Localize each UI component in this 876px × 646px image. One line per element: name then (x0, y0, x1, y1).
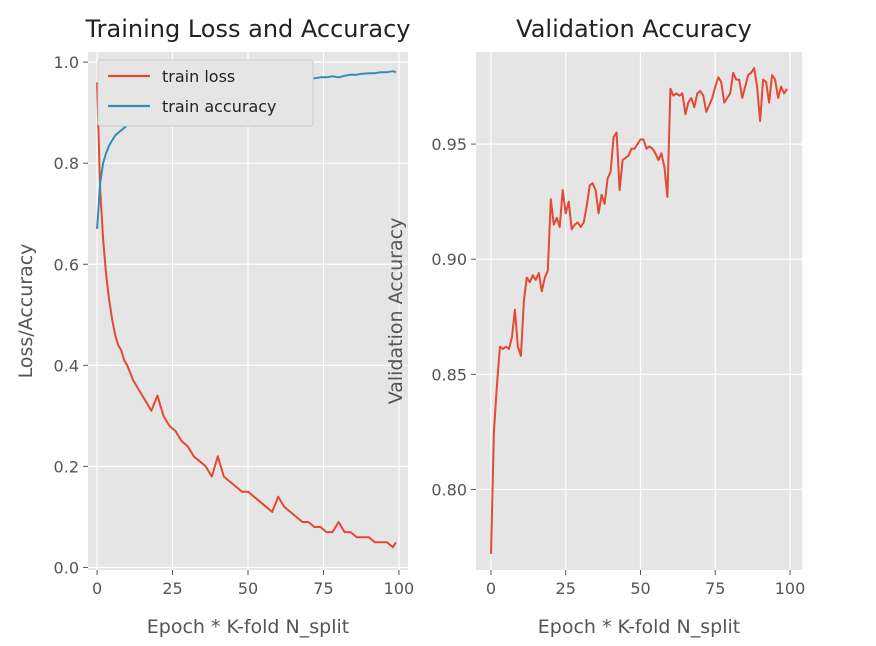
chart-title: Validation Accuracy (516, 15, 752, 43)
x-axis-label: Epoch * K-fold N_split (538, 616, 740, 638)
chart-title: Training Loss and Accuracy (85, 15, 411, 43)
chart-validation-accuracy: 0 25 50 75 100 0.80 0.85 0.90 0.95 Validation Acc… (385, 15, 805, 638)
legend (97, 59, 314, 127)
x-tick-label: 75 (313, 579, 333, 598)
legend-label: train loss (162, 67, 235, 86)
y-tick-label: 0.95 (431, 135, 467, 154)
y-axis-label: Loss/Accuracy (15, 244, 37, 379)
x-tick-label: 25 (162, 579, 182, 598)
y-tick-label: 0.4 (54, 356, 79, 375)
plot-area (476, 52, 802, 570)
y-axis-label: Validation Accuracy (385, 218, 407, 405)
x-axis-label: Epoch * K-fold N_split (147, 616, 349, 638)
series-line-train-loss (96, 82, 397, 549)
x-tick-label: 100 (775, 579, 806, 598)
y-tick-label: 0.2 (54, 457, 79, 476)
chart-training-loss-accuracy: 0 25 50 75 100 0.0 0.2 0.4 0.6 0.8 1.0 Training Los… (15, 15, 414, 638)
y-tick-label: 0.0 (54, 558, 79, 577)
x-tick-label: 0 (486, 579, 496, 598)
y-tick-label: 0.90 (431, 250, 467, 269)
series-line-validation-accuracy (490, 67, 788, 554)
x-tick-label: 25 (556, 579, 576, 598)
y-tick-label: 0.85 (431, 365, 467, 384)
x-tick-label: 0 (92, 579, 102, 598)
x-tick-label: 50 (238, 579, 258, 598)
x-tick-label: 100 (384, 579, 415, 598)
x-tick-label: 75 (705, 579, 725, 598)
legend-label: train accuracy (162, 97, 277, 116)
y-tick-label: 0.80 (431, 480, 467, 499)
y-tick-label: 0.8 (54, 154, 79, 173)
y-tick-label: 0.6 (54, 255, 79, 274)
y-tick-label: 1.0 (54, 53, 79, 72)
x-tick-label: 50 (630, 579, 650, 598)
